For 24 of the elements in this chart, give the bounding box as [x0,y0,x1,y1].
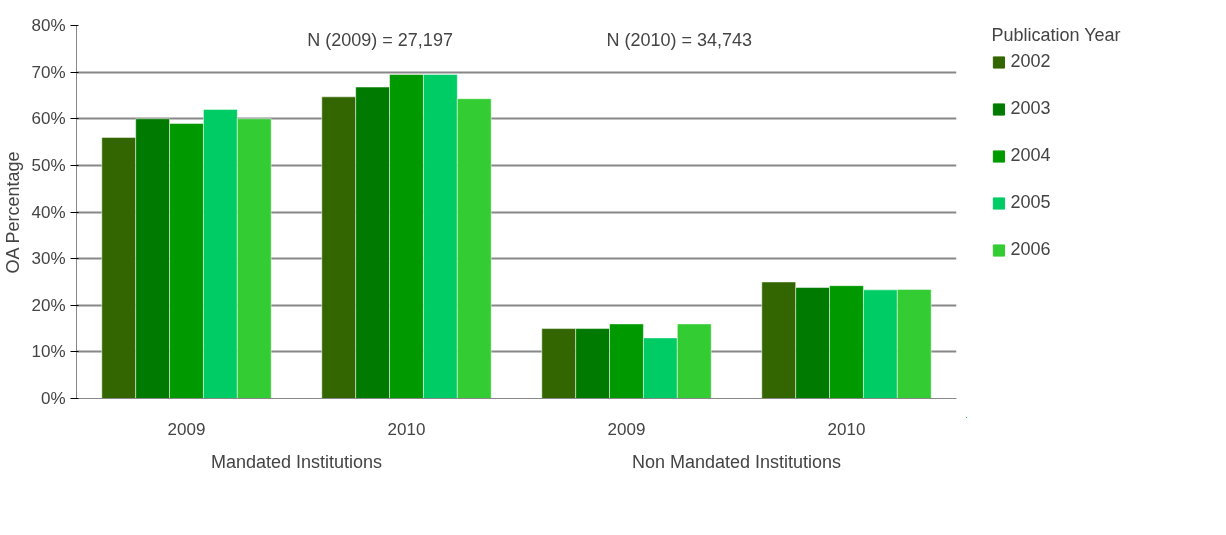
legend-label: 2006 [1010,239,1051,260]
text: Non Mandated Institutions [631,451,842,472]
x-tick-label: 2009 [607,419,646,439]
annotation: N (2010) = 34,743 [606,29,753,50]
x-tick-label: 2010 [827,419,866,439]
y-tick-label: 50% [31,155,66,175]
x-tick-label: 2009 [167,419,206,439]
text: Mandated Institutions [210,451,383,472]
annotation: N (2009) = 27,197 [307,29,453,50]
y-tick-label: 80% [31,16,66,35]
y-tick-label: 70% [31,62,66,82]
legend-label: 2003 [1010,98,1051,119]
y-tick-label: 10% [31,342,66,362]
y-tick-label: 40% [31,202,66,222]
legend-title: Publication Year [991,25,1121,46]
legend-label: 2002 [1010,51,1051,72]
y-tick-label: 20% [31,295,66,315]
y-tick-label: 30% [31,249,66,269]
y-axis-title: OA Percentage [3,151,24,274]
legend-label: 2004 [1010,145,1051,166]
x-tick-label: 2010 [387,419,426,439]
legend-label: 2005 [1010,192,1051,213]
y-tick-label: 60% [31,109,66,129]
y-tick-label: 0% [40,389,66,408]
